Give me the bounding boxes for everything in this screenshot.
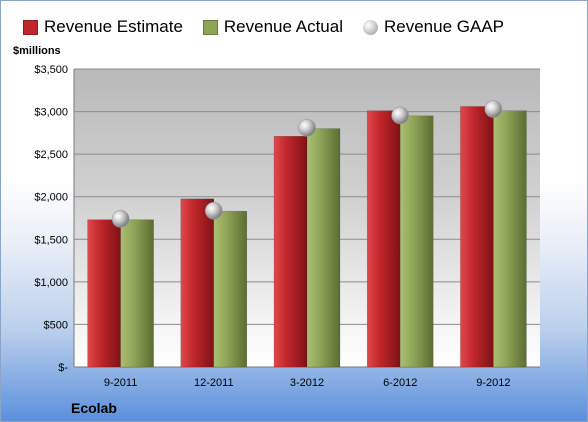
actual-bar [399,115,434,368]
actual-bar [493,110,527,368]
y-tick-label: $2,500 [34,149,68,161]
legend: Revenue Estimate Revenue Actual Revenue … [23,17,524,37]
y-tick-label: $500 [44,319,68,331]
company-name: Ecolab [71,400,117,416]
y-axis-ticks: $- $500 $1,000 $1,500 $2,000 $2,500 $3,000 $3,5… [34,64,68,374]
x-tick-label: 9-2012 [476,377,510,389]
legend-item-estimate: Revenue Estimate [23,17,183,37]
legend-item-gaap: Revenue GAAP [363,17,504,37]
x-tick-label: 3-2012 [290,377,324,389]
estimate-bar [366,110,401,368]
y-tick-label: $- [58,362,68,374]
legend-marker-gaap [363,19,378,35]
y-tick-label: $3,500 [34,64,68,76]
estimate-bar [180,198,215,368]
gaap-marker [484,100,503,118]
y-tick-label: $3,000 [34,107,68,119]
legend-label-actual: Revenue Actual [223,17,343,36]
actual-bar [120,219,154,368]
actual-bar [213,210,248,368]
x-tick-label: 12-2011 [194,377,234,389]
gaap-marker [298,118,316,137]
x-axis-ticks: 9-2011 12-2011 3-2012 6-2012 9-2012 [104,377,511,389]
legend-label-gaap: Revenue GAAP [384,17,505,36]
estimate-bar [87,219,121,368]
y-tick-label: $1,500 [34,234,68,246]
x-tick-label: 9-2011 [104,377,137,389]
gaap-marker [205,201,223,220]
estimate-bar [460,106,494,368]
y-axis-unit-label: $millions [13,45,61,57]
y-tick-label: $2,000 [34,192,68,204]
y-tick-label: $1,000 [34,277,68,289]
legend-label-estimate: Revenue Estimate [44,17,183,36]
x-tick-label: 6-2012 [383,377,417,389]
estimate-bar [273,136,308,368]
legend-item-actual: Revenue Actual [202,17,343,37]
bars [87,106,527,368]
legend-swatch-actual [202,19,218,35]
gaap-marker [391,106,410,125]
actual-bar [306,128,341,368]
gaap-markers [111,100,503,228]
gaap-marker [111,210,130,228]
legend-swatch-estimate [23,19,38,35]
